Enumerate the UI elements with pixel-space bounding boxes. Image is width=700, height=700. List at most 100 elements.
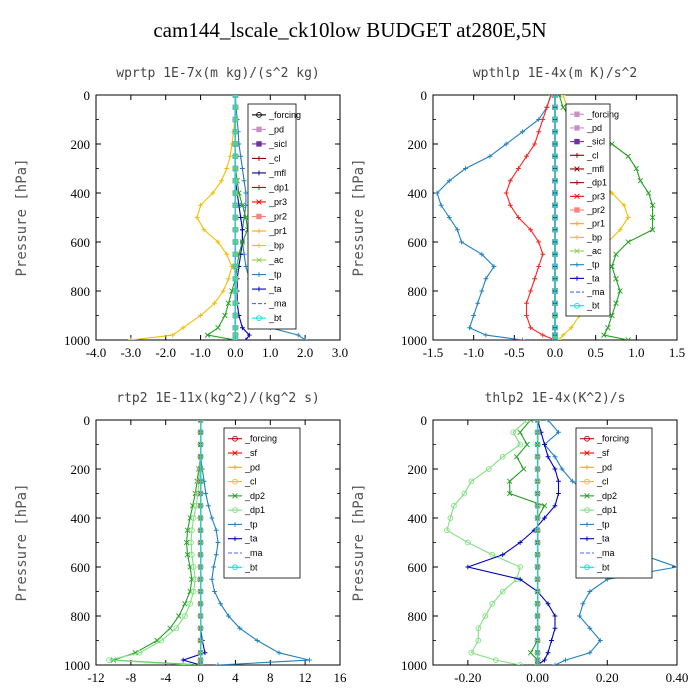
- data-point: [232, 263, 239, 270]
- data-point: [513, 454, 520, 460]
- data-point: [625, 239, 631, 245]
- data-point: [184, 552, 191, 558]
- legend-label: _bt: [596, 562, 610, 572]
- legend-label: _cl: [586, 150, 599, 160]
- data-point: [215, 540, 221, 545]
- data-point: [197, 420, 204, 423]
- x-tick-label: -4: [160, 670, 171, 685]
- legend-label: _pd: [244, 462, 260, 472]
- series-line-tp: [200, 420, 310, 665]
- data-point: [649, 202, 656, 208]
- x-tick-label: -0.20: [454, 670, 481, 685]
- legend-label: _sicl: [268, 139, 287, 149]
- legend-marker: [232, 464, 238, 470]
- legend-marker: [574, 207, 580, 213]
- data-point: [507, 178, 513, 184]
- data-point: [552, 288, 558, 294]
- legend-label: _bt: [268, 313, 282, 323]
- data-point: [215, 662, 221, 665]
- data-point: [542, 442, 547, 447]
- y-tick-label: 800: [71, 284, 91, 299]
- legend-marker: [574, 193, 580, 200]
- data-point: [552, 190, 558, 196]
- data-point: [197, 564, 204, 570]
- legend-marker: [584, 522, 590, 527]
- legend-label: _ac: [586, 246, 602, 256]
- y-axis-label: Pressure [hPa]: [351, 158, 367, 276]
- legend-marker: [256, 315, 262, 321]
- data-point: [491, 264, 497, 269]
- legend-marker: [574, 166, 580, 172]
- x-tick-label: 12: [299, 670, 312, 685]
- data-point: [556, 491, 561, 496]
- data-point: [232, 141, 239, 147]
- y-tick-label: 600: [71, 560, 91, 575]
- data-point: [188, 539, 194, 546]
- data-point: [520, 337, 525, 340]
- data-point: [232, 104, 239, 111]
- data-point: [506, 490, 513, 497]
- data-point: [520, 129, 525, 135]
- x-tick-label: -8: [125, 670, 136, 685]
- legend-marker: [584, 493, 590, 499]
- data-point: [506, 478, 513, 484]
- data-point: [552, 503, 558, 509]
- legend-marker: [232, 493, 238, 499]
- data-point: [158, 637, 165, 644]
- data-point: [517, 576, 523, 582]
- data-point: [552, 239, 558, 245]
- x-tick-label: -1.0: [190, 345, 211, 360]
- data-point: [190, 588, 197, 595]
- y-tick-label: 400: [408, 186, 428, 201]
- x-tick-label: 0.00: [526, 670, 549, 685]
- data-point: [461, 490, 468, 497]
- data-point: [459, 239, 464, 245]
- legend-label: _dp2: [596, 491, 617, 501]
- legend-label: _ta: [596, 534, 610, 544]
- legend-marker: [232, 450, 238, 456]
- legend-label: _pd: [268, 124, 284, 134]
- data-point: [209, 515, 215, 521]
- legend-label: _ma: [596, 548, 615, 558]
- data-point: [184, 527, 191, 533]
- data-point: [232, 116, 239, 123]
- data-point: [528, 227, 533, 233]
- legend-label: _mfl: [586, 164, 604, 174]
- data-point: [524, 313, 529, 318]
- data-point: [212, 589, 217, 594]
- y-tick-label: 800: [408, 284, 428, 299]
- data-point: [587, 625, 593, 631]
- data-point: [534, 453, 541, 460]
- legend-marker: [256, 286, 262, 292]
- legend-marker: [256, 272, 262, 277]
- x-tick-label: 0.20: [596, 670, 619, 685]
- data-point: [483, 332, 489, 338]
- series-layer: [128, 95, 308, 340]
- data-point: [189, 551, 195, 558]
- legend-marker: [584, 435, 590, 442]
- data-point: [552, 116, 558, 123]
- data-point: [540, 332, 546, 338]
- data-point: [534, 515, 541, 521]
- data-point: [243, 264, 249, 269]
- data-point: [552, 104, 558, 111]
- data-point: [520, 466, 527, 472]
- legend-marker: [574, 152, 580, 158]
- y-tick-label: 200: [71, 462, 91, 477]
- legend-marker: [584, 464, 590, 470]
- data-point: [483, 276, 489, 282]
- data-point: [527, 650, 534, 656]
- legend-label: _pr2: [586, 205, 605, 215]
- data-point: [232, 239, 239, 245]
- data-point: [204, 332, 211, 338]
- data-point: [545, 650, 551, 656]
- data-point: [613, 251, 619, 257]
- data-point: [548, 95, 554, 98]
- y-tick-label: 1000: [64, 333, 90, 348]
- data-point: [552, 202, 558, 209]
- data-point: [534, 564, 541, 570]
- data-point: [240, 166, 245, 171]
- data-point: [597, 638, 603, 643]
- legend-marker: [232, 435, 238, 442]
- data-point: [225, 300, 232, 306]
